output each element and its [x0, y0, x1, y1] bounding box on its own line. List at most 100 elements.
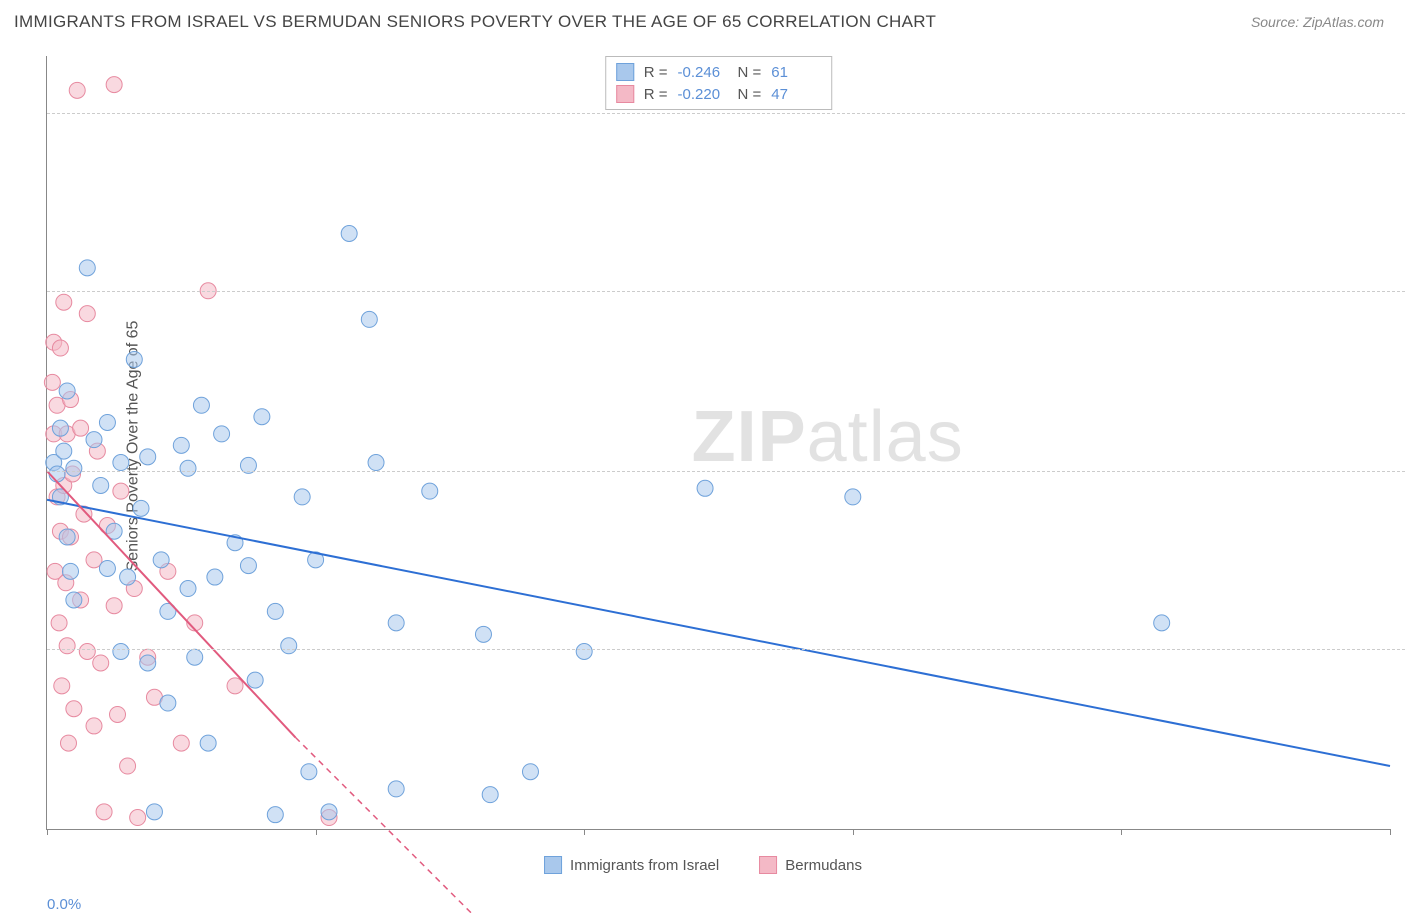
x-tick — [316, 829, 317, 835]
scatter-point — [267, 603, 283, 619]
source-name: ZipAtlas.com — [1303, 14, 1384, 30]
scatter-point — [254, 409, 270, 425]
scatter-point — [146, 804, 162, 820]
scatter-point — [160, 695, 176, 711]
gridline — [47, 113, 1406, 114]
series-legend: Immigrants from Israel Bermudans — [544, 856, 862, 874]
scatter-point — [99, 414, 115, 430]
scatter-point — [388, 781, 404, 797]
legend-row-series-1: R = -0.246 N = 61 — [616, 61, 822, 83]
scatter-point — [388, 615, 404, 631]
r-value-1: -0.246 — [678, 64, 728, 81]
scatter-point — [133, 500, 149, 516]
swatch-series-1 — [616, 63, 634, 81]
scatter-point — [56, 294, 72, 310]
n-label: N = — [738, 86, 762, 103]
scatter-point — [180, 460, 196, 476]
r-value-2: -0.220 — [678, 86, 728, 103]
scatter-point — [140, 655, 156, 671]
scatter-point — [321, 804, 337, 820]
scatter-point — [180, 581, 196, 597]
scatter-point — [130, 810, 146, 826]
scatter-point — [173, 437, 189, 453]
scatter-point — [361, 311, 377, 327]
scatter-point — [281, 638, 297, 654]
scatter-point — [845, 489, 861, 505]
scatter-point — [522, 764, 538, 780]
n-value-1: 61 — [771, 64, 821, 81]
scatter-point — [482, 787, 498, 803]
scatter-point — [52, 340, 68, 356]
scatter-point — [240, 558, 256, 574]
x-tick — [853, 829, 854, 835]
scatter-point — [93, 477, 109, 493]
correlation-legend: R = -0.246 N = 61 R = -0.220 N = 47 — [605, 56, 833, 110]
scatter-point — [59, 383, 75, 399]
scatter-point — [106, 77, 122, 93]
n-label: N = — [738, 64, 762, 81]
scatter-point — [66, 701, 82, 717]
scatter-point — [368, 455, 384, 471]
scatter-point — [267, 807, 283, 823]
scatter-point — [59, 638, 75, 654]
scatter-point — [96, 804, 112, 820]
scatter-point — [153, 552, 169, 568]
scatter-point — [113, 643, 129, 659]
scatter-point — [49, 466, 65, 482]
x-tick — [1121, 829, 1122, 835]
scatter-point — [341, 226, 357, 242]
gridline — [47, 291, 1406, 292]
scatter-point — [93, 655, 109, 671]
scatter-point — [99, 560, 115, 576]
scatter-point — [301, 764, 317, 780]
scatter-point — [294, 489, 310, 505]
chart-title: IMMIGRANTS FROM ISRAEL VS BERMUDAN SENIO… — [14, 12, 936, 32]
gridline — [47, 649, 1406, 650]
x-tick — [1390, 829, 1391, 835]
x-min-label: 0.0% — [47, 896, 81, 913]
scatter-point — [227, 678, 243, 694]
legend-swatch-1 — [544, 856, 562, 874]
legend-row-series-2: R = -0.220 N = 47 — [616, 83, 822, 105]
scatter-point — [51, 615, 67, 631]
scatter-point — [79, 306, 95, 322]
r-label: R = — [644, 86, 668, 103]
chart-plot-area: R = -0.246 N = 61 R = -0.220 N = 47 ZIPa… — [46, 56, 1390, 830]
scatter-point — [120, 569, 136, 585]
scatter-point — [187, 649, 203, 665]
scatter-point — [126, 351, 142, 367]
scatter-point — [697, 480, 713, 496]
scatter-point — [193, 397, 209, 413]
scatter-point — [44, 374, 60, 390]
trend-line — [47, 500, 1390, 766]
scatter-point — [247, 672, 263, 688]
scatter-point — [214, 426, 230, 442]
scatter-point — [86, 718, 102, 734]
legend-label-2: Bermudans — [785, 857, 862, 874]
scatter-point — [79, 260, 95, 276]
scatter-plot-svg — [47, 56, 1390, 829]
scatter-point — [113, 455, 129, 471]
scatter-point — [66, 460, 82, 476]
x-tick — [584, 829, 585, 835]
scatter-point — [140, 449, 156, 465]
legend-swatch-2 — [759, 856, 777, 874]
scatter-point — [422, 483, 438, 499]
scatter-point — [73, 420, 89, 436]
scatter-point — [113, 483, 129, 499]
scatter-point — [106, 598, 122, 614]
scatter-point — [69, 82, 85, 98]
source-attribution: Source: ZipAtlas.com — [1251, 14, 1384, 30]
scatter-point — [60, 735, 76, 751]
legend-entry-1: Immigrants from Israel — [544, 856, 719, 874]
n-value-2: 47 — [771, 86, 821, 103]
legend-entry-2: Bermudans — [759, 856, 862, 874]
scatter-point — [475, 626, 491, 642]
scatter-point — [63, 563, 79, 579]
scatter-point — [54, 678, 70, 694]
swatch-series-2 — [616, 85, 634, 103]
scatter-point — [52, 420, 68, 436]
scatter-point — [1154, 615, 1170, 631]
scatter-point — [207, 569, 223, 585]
r-label: R = — [644, 64, 668, 81]
